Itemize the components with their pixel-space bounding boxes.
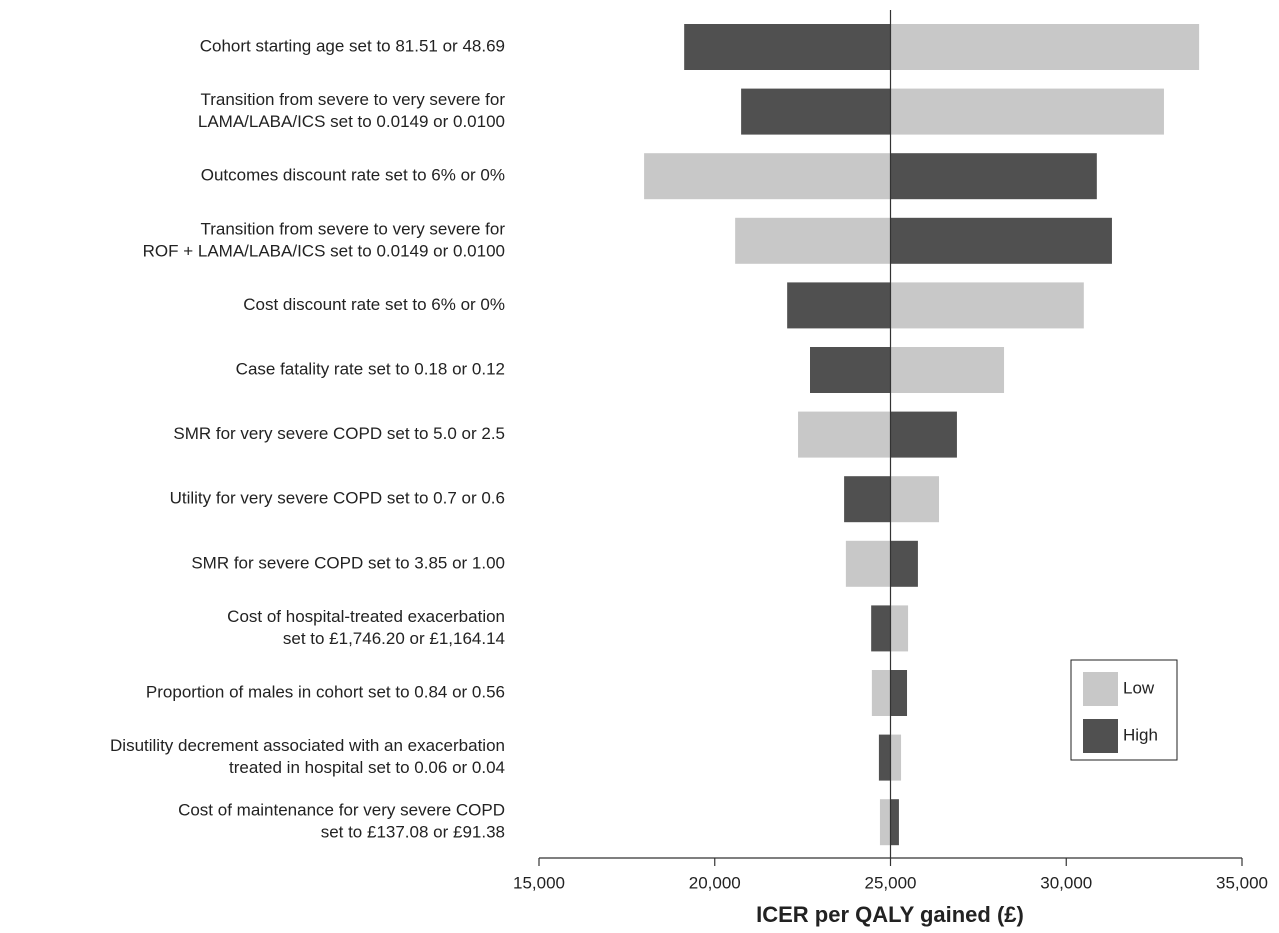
bar	[890, 734, 902, 781]
bar	[890, 153, 1097, 200]
bar	[890, 282, 1084, 329]
y-tick-label: SMR for severe COPD set to 3.85 or 1.00	[191, 553, 505, 572]
y-tick-label: Outcomes discount rate set to 6% or 0%	[201, 166, 505, 185]
bar	[798, 411, 891, 458]
bar	[890, 605, 909, 652]
bar	[844, 476, 891, 523]
bar	[871, 670, 891, 716]
x-tick-label: 25,000	[865, 873, 917, 892]
y-tick-label: treated in hospital set to 0.06 or 0.04	[229, 758, 505, 777]
bar	[741, 88, 891, 135]
bar	[890, 540, 918, 587]
x-tick-label: 20,000	[689, 873, 741, 892]
bar	[787, 282, 891, 329]
y-tick-label: Proportion of males in cohort set to 0.8…	[146, 682, 505, 701]
bar	[890, 24, 1200, 70]
bar	[878, 734, 891, 781]
y-tick-label: Cost of hospital-treated exacerbation	[227, 607, 505, 626]
bar	[890, 476, 940, 523]
legend-label: Low	[1123, 678, 1155, 697]
legend-swatch	[1083, 672, 1118, 706]
x-tick-label: 35,000	[1216, 873, 1268, 892]
y-tick-label: Transition from severe to very severe fo…	[200, 219, 505, 238]
bar	[871, 605, 891, 652]
bar	[644, 153, 891, 200]
bar	[810, 347, 891, 393]
y-tick-label: Case fatality rate set to 0.18 or 0.12	[236, 359, 505, 378]
x-tick-label: 15,000	[513, 873, 565, 892]
y-tick-label: Transition from severe to very severe fo…	[200, 90, 505, 109]
bar	[890, 88, 1164, 135]
y-tick-label: Cost of maintenance for very severe COPD	[178, 801, 505, 820]
y-tick-label: LAMA/LABA/ICS set to 0.0149 or 0.0100	[198, 112, 505, 131]
y-tick-label: set to £137.08 or £91.38	[321, 823, 505, 842]
x-tick-label: 30,000	[1040, 873, 1092, 892]
bar	[890, 217, 1112, 264]
y-tick-label: Utility for very severe COPD set to 0.7 …	[170, 489, 505, 508]
y-tick-label: Disutility decrement associated with an …	[110, 736, 505, 755]
bar	[890, 411, 957, 458]
y-tick-label: SMR for very severe COPD set to 5.0 or 2…	[173, 424, 505, 443]
bar	[890, 799, 899, 846]
y-tick-label: ROF + LAMA/LABA/ICS set to 0.0149 or 0.0…	[143, 241, 505, 260]
bar	[684, 24, 891, 70]
x-axis-title: ICER per QALY gained (£)	[756, 902, 1024, 927]
bar	[890, 670, 908, 716]
bar	[845, 540, 891, 587]
bar	[890, 347, 1005, 393]
y-tick-label: Cost discount rate set to 6% or 0%	[243, 295, 505, 314]
bar	[735, 217, 891, 264]
legend-label: High	[1123, 725, 1158, 744]
y-tick-label: set to £1,746.20 or £1,164.14	[283, 629, 505, 648]
bar	[879, 799, 891, 846]
legend-swatch	[1083, 719, 1118, 753]
y-tick-label: Cohort starting age set to 81.51 or 48.6…	[200, 36, 505, 55]
